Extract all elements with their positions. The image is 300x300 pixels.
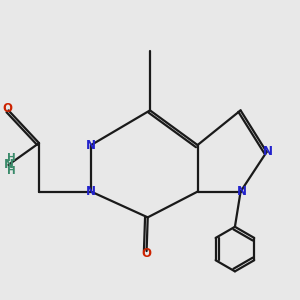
Text: N: N [263,146,273,158]
Text: N: N [4,158,14,171]
Text: O: O [2,102,12,116]
Text: H: H [7,167,16,176]
Text: N: N [86,139,96,152]
Text: N: N [237,185,247,198]
Text: N: N [86,185,96,198]
Text: O: O [142,247,152,260]
Text: H: H [7,153,16,163]
